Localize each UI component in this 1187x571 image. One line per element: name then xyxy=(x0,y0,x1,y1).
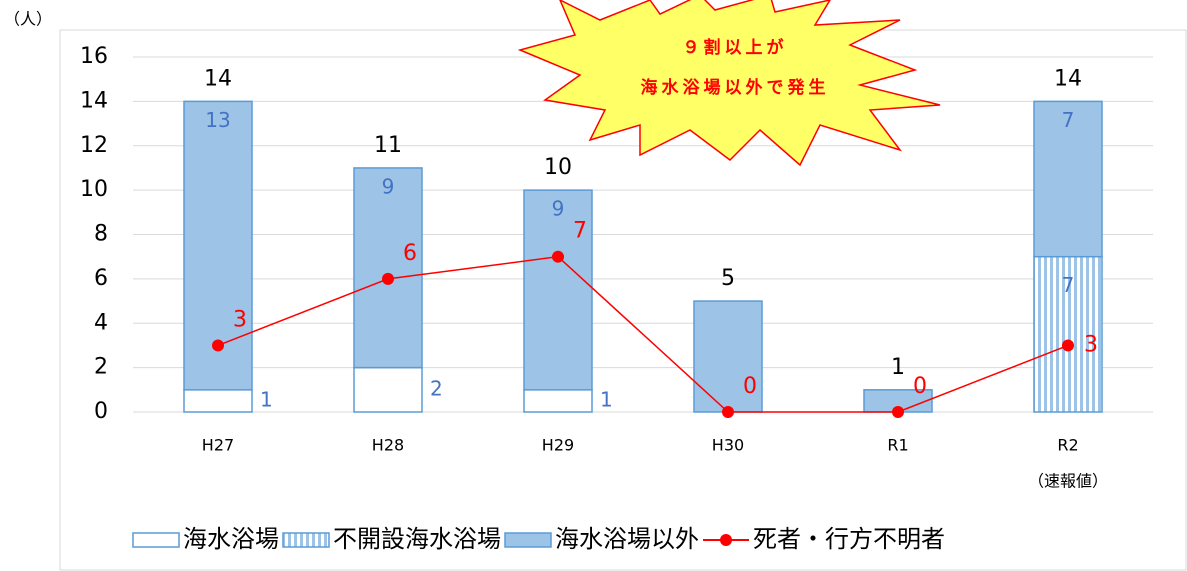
line-point xyxy=(212,339,224,352)
total-label: 10 xyxy=(544,155,572,180)
y-tick-label: 16 xyxy=(80,44,108,69)
legend-label: 海水浴場以外 xyxy=(555,525,699,553)
line-label: 0 xyxy=(743,374,757,399)
line-label: 7 xyxy=(573,219,587,244)
x-tick-label: H28 xyxy=(372,436,404,455)
x-tick-label: R1 xyxy=(887,436,908,455)
x-tick-label: H29 xyxy=(542,436,574,455)
y-tick-label: 8 xyxy=(94,222,108,247)
data-label: 13 xyxy=(205,108,230,132)
bar-segment xyxy=(1033,100,1103,258)
bar-segment xyxy=(523,389,593,413)
line-point xyxy=(722,406,734,418)
legend-label: 海水浴場 xyxy=(183,525,279,553)
line-label: 3 xyxy=(233,307,247,332)
bar-segment xyxy=(353,366,423,413)
data-label: 1 xyxy=(600,387,613,411)
legend-icon xyxy=(132,532,180,548)
data-label: 9 xyxy=(382,174,395,198)
line-label: 0 xyxy=(913,374,927,399)
total-label: 5 xyxy=(721,266,735,291)
bar-segment xyxy=(183,389,253,413)
line-point xyxy=(552,250,564,263)
y-tick-label: 6 xyxy=(94,266,108,291)
bar-segment xyxy=(1033,255,1103,413)
x-tick-label: H30 xyxy=(712,436,744,455)
data-label: 2 xyxy=(430,376,443,400)
y-unit: （人） xyxy=(4,10,52,29)
legend-icon xyxy=(282,532,330,548)
y-tick-label: 14 xyxy=(80,88,108,113)
total-label: 14 xyxy=(204,66,232,91)
data-label: 7 xyxy=(1062,108,1075,132)
line-label: 6 xyxy=(403,241,417,266)
y-tick-label: 4 xyxy=(94,310,108,335)
line-label: 3 xyxy=(1084,332,1098,357)
y-tick-label: 0 xyxy=(94,399,108,424)
bar-segment xyxy=(353,167,423,369)
line-point xyxy=(892,406,904,418)
legend-label: 不開設海水浴場 xyxy=(333,525,501,553)
line-point xyxy=(1062,339,1074,352)
x-tick-note: （速報値） xyxy=(1028,472,1108,491)
data-label: 7 xyxy=(1062,273,1075,297)
starburst xyxy=(517,0,941,167)
annotation: ９割以上が xyxy=(683,37,788,58)
data-label: 9 xyxy=(552,197,565,221)
y-tick-label: 10 xyxy=(80,177,108,202)
line xyxy=(217,255,1069,413)
bar-segment xyxy=(523,189,593,391)
legend-icon xyxy=(504,532,552,548)
legend-label: 死者・行方不明者 xyxy=(753,525,945,553)
y-tick-label: 2 xyxy=(94,355,108,380)
x-tick-label: H27 xyxy=(202,436,234,455)
y-tick-label: 12 xyxy=(80,133,108,158)
legend-icon xyxy=(720,534,732,546)
data-label: 1 xyxy=(260,387,273,411)
total-label: 14 xyxy=(1054,66,1082,91)
annotation: 海水浴場以外で発生 xyxy=(641,77,830,98)
bar-segment xyxy=(693,300,763,413)
x-tick-label: R2 xyxy=(1057,436,1078,455)
total-label: 1 xyxy=(891,355,905,380)
line-point xyxy=(382,272,394,285)
total-label: 11 xyxy=(374,133,402,158)
